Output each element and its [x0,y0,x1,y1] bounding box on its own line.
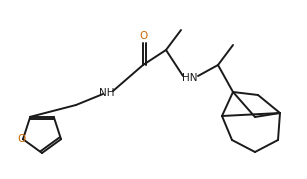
Text: O: O [18,134,26,144]
Text: HN: HN [182,73,198,83]
Text: O: O [140,31,148,41]
Text: NH: NH [99,88,115,98]
